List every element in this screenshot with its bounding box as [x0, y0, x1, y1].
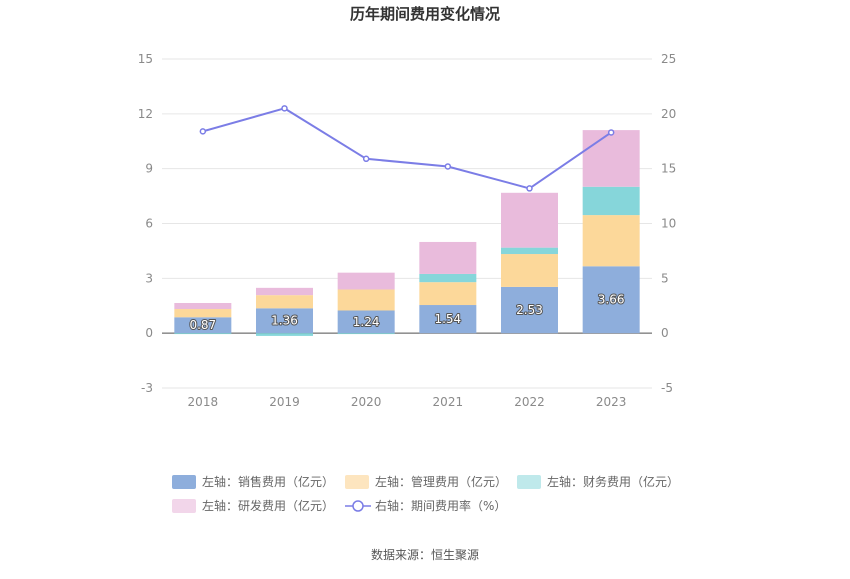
bar-segment	[582, 215, 640, 267]
bar-segment	[337, 272, 395, 290]
bar-segment	[582, 266, 640, 334]
x-tick-label: 2019	[269, 395, 300, 409]
line-point	[526, 185, 533, 192]
bar-data-label: 1.36	[271, 314, 298, 328]
bar-segment	[419, 241, 477, 274]
left-tick-label: 12	[138, 107, 153, 121]
left-tick-label: 3	[145, 271, 153, 285]
right-tick-label: 0	[661, 326, 669, 340]
legend-item[interactable]: 左轴：销售费用（亿元）	[172, 474, 334, 489]
line-point	[281, 105, 288, 112]
bars	[174, 130, 640, 336]
legend-label: 左轴：财务费用（亿元）	[547, 474, 679, 489]
bar-data-label: 1.54	[434, 312, 461, 326]
bar-data-label: 3.66	[598, 293, 625, 307]
bar-segment	[501, 192, 558, 248]
bar-segment	[256, 287, 313, 296]
right-tick-label: -5	[661, 381, 673, 395]
legend-label: 左轴：销售费用（亿元）	[202, 474, 334, 489]
legend-swatch-icon	[172, 499, 196, 513]
x-tick-label: 2021	[433, 395, 464, 409]
right-tick-label: 25	[661, 52, 676, 66]
bar-data-label: 0.87	[189, 318, 216, 332]
legend-label: 左轴：研发费用（亿元）	[202, 498, 334, 513]
legend-marker-icon	[352, 500, 364, 512]
right-axis: 25 20 15 10 5 0 -5	[661, 52, 676, 395]
data-labels: 0.87 1.36 1.24 1.54 2.53 3.66	[188, 292, 625, 333]
grid	[162, 58, 652, 389]
right-tick-label: 10	[661, 217, 676, 231]
bar-segment	[174, 309, 232, 318]
bar-segment	[501, 286, 558, 334]
legend-item[interactable]: 右轴：期间费用率（%）	[345, 498, 506, 513]
expense-ratio-line	[202, 107, 612, 190]
left-tick-label: 9	[145, 162, 153, 176]
legend: 左轴：销售费用（亿元） 左轴：管理费用（亿元） 左轴：财务费用（亿元） 左轴：研发费用…	[172, 474, 679, 513]
left-tick-label: -3	[141, 381, 153, 395]
bar-segment	[174, 333, 232, 335]
legend-label: 左轴：管理费用（亿元）	[375, 474, 507, 489]
legend-label: 右轴：期间费用率（%）	[375, 498, 506, 513]
legend-swatch-icon	[345, 475, 369, 489]
source-text: 数据来源：恒生聚源	[371, 547, 479, 562]
bar-segment	[501, 247, 558, 255]
line-point	[362, 155, 370, 163]
x-tick-label: 2020	[351, 395, 382, 409]
x-tick-label: 2022	[514, 395, 545, 409]
left-tick-label: 15	[138, 52, 153, 66]
legend-item[interactable]: 左轴：管理费用（亿元）	[345, 474, 507, 489]
legend-swatch-icon	[172, 475, 196, 489]
bar-segment	[256, 333, 313, 336]
line-point	[444, 163, 452, 170]
bar-segment	[501, 254, 558, 287]
right-tick-label: 5	[661, 271, 669, 285]
right-tick-label: 15	[661, 162, 676, 176]
chart-title: 历年期间费用变化情况	[350, 5, 500, 23]
bar-segment	[337, 310, 395, 334]
legend-swatch-icon	[517, 475, 541, 489]
bar-segment	[174, 317, 232, 334]
bar-segment	[419, 305, 477, 334]
bar-segment	[256, 295, 313, 309]
legend-item[interactable]: 左轴：财务费用（亿元）	[517, 474, 679, 489]
x-axis: 2018 2019 2020 2021 2022 2023	[188, 395, 627, 409]
bar-segment	[582, 186, 640, 216]
bar-data-label: 1.24	[353, 315, 380, 329]
line-series	[199, 105, 615, 192]
bar-segment	[419, 282, 477, 306]
x-tick-label: 2018	[188, 395, 219, 409]
bar-segment	[174, 303, 232, 310]
line-point	[607, 129, 615, 136]
legend-item[interactable]: 左轴：研发费用（亿元）	[172, 498, 334, 513]
bar-segment	[337, 289, 395, 311]
left-tick-label: 0	[145, 326, 153, 340]
left-tick-label: 6	[145, 217, 153, 231]
bar-segment	[419, 273, 477, 283]
left-axis: 15 12 9 6 3 0 -3	[138, 52, 153, 395]
x-tick-label: 2023	[596, 395, 627, 409]
bar-segment	[337, 333, 395, 335]
bar-segment	[582, 130, 640, 187]
line-point	[199, 128, 207, 135]
bar-segment	[256, 308, 313, 334]
right-tick-label: 20	[661, 107, 676, 121]
bar-data-label: 2.53	[516, 303, 543, 317]
